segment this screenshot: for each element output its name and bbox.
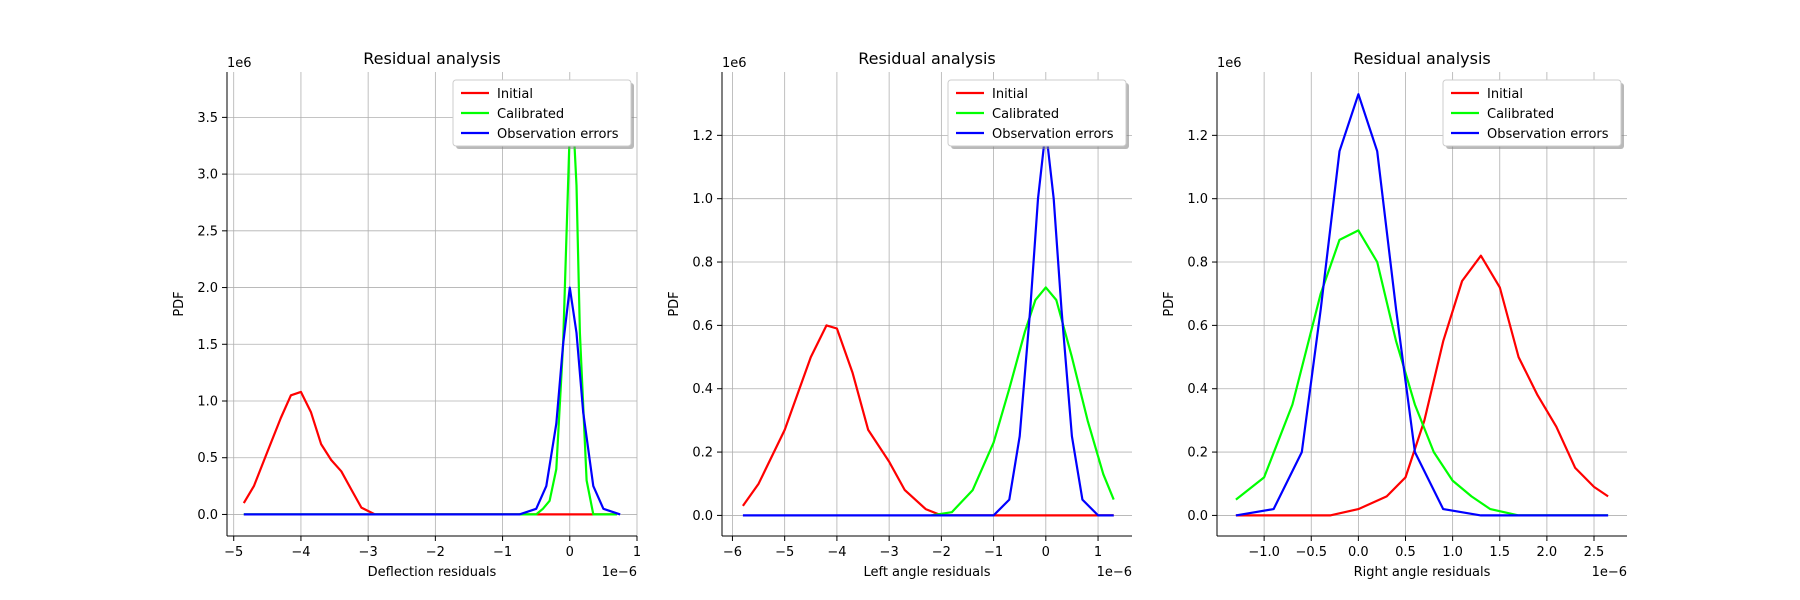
- y-tick-label: 0.8: [692, 256, 713, 271]
- x-tick-label: −3: [359, 545, 378, 560]
- y-offset-text: 1e6: [1217, 56, 1242, 71]
- legend-box: [947, 79, 1127, 147]
- series-line-calibrated: [930, 286, 1115, 517]
- y-tick-label: 2.5: [197, 224, 218, 239]
- legend-entry-label: Observation errors: [992, 127, 1114, 142]
- y-tick-label: 2.0: [197, 281, 218, 296]
- series-line-initial: [742, 324, 1114, 517]
- x-tick-label: −4: [291, 545, 310, 560]
- legend-entry-label: Initial: [992, 87, 1028, 102]
- legend-entry-label: Calibrated: [497, 107, 564, 122]
- chart-panel-3: −1.0 −0.5 0.0 0.5 1.0 1.5 2.0 2.5 0.0 0.2 0.4 0.6 0.…: [1162, 49, 1627, 580]
- x-tick-label: −6: [723, 545, 742, 560]
- chart-panel-1: −5 −4 −3 −2 −1 0 1 0.0 0.5 1.0 1.5 2.0 2.5 3.0 3.5 1e6 1…: [172, 49, 641, 580]
- series-line-calibrated: [1235, 229, 1609, 517]
- x-axis-label: Left angle residuals: [863, 565, 990, 580]
- y-tick-label: 3.5: [197, 111, 218, 126]
- y-offset-text: 1e6: [722, 56, 747, 71]
- x-tick-label: −5: [224, 545, 243, 560]
- y-tick-label: 0.6: [1187, 319, 1208, 334]
- legend-box: [1442, 79, 1622, 147]
- x-tick-label: −1: [493, 545, 512, 560]
- y-tick-label: 0.0: [692, 509, 713, 524]
- x-tick-label: 1: [1094, 545, 1102, 560]
- legend-entry-label: Calibrated: [992, 107, 1059, 122]
- y-tick-label: 3.0: [197, 168, 218, 183]
- x-tick-label: 1.5: [1489, 545, 1510, 560]
- y-tick-label: 1.2: [1187, 129, 1208, 144]
- chart-title: Residual analysis: [858, 49, 995, 68]
- y-axis-label: PDF: [1162, 291, 1177, 316]
- legend: Initial Calibrated Observation errors: [452, 79, 634, 149]
- x-tick-label: 2.0: [1537, 545, 1558, 560]
- series-line-calibrated: [243, 116, 617, 516]
- chart-panel-2: −6 −5 −4 −3 −2 −1 0 1 0.0 0.2 0.4 0.6 0.8 1.0 1.2 1e6 1e…: [667, 49, 1132, 580]
- legend-entry-label: Observation errors: [1487, 127, 1609, 142]
- y-tick-label: 1.0: [1187, 192, 1208, 207]
- y-tick-label: 0.6: [692, 319, 713, 334]
- y-tick-label: 1.2: [692, 129, 713, 144]
- x-tick-label: −2: [426, 545, 445, 560]
- x-tick-label: 0: [1042, 545, 1050, 560]
- x-tick-label: −1.0: [1248, 545, 1280, 560]
- x-tick-label: 0: [566, 545, 574, 560]
- series-line-observation-errors: [243, 286, 621, 516]
- y-tick-label: 0.0: [197, 508, 218, 523]
- series-line-observation-errors: [1235, 93, 1609, 517]
- y-offset-text: 1e6: [227, 56, 252, 71]
- x-tick-label: −2: [932, 545, 951, 560]
- y-tick-label: 0.5: [197, 451, 218, 466]
- x-tick-label: −3: [880, 545, 899, 560]
- x-tick-label: −0.5: [1295, 545, 1327, 560]
- y-tick-label: 0.4: [692, 382, 713, 397]
- legend-box: [452, 79, 632, 147]
- y-tick-label: 0.8: [1187, 256, 1208, 271]
- chart-title: Residual analysis: [363, 49, 500, 68]
- y-axis-label: PDF: [667, 291, 682, 316]
- x-axis-label: Deflection residuals: [368, 565, 497, 580]
- x-tick-label: 0.0: [1348, 545, 1369, 560]
- x-axis-label: Right angle residuals: [1354, 565, 1491, 580]
- x-tick-label: 1: [633, 545, 641, 560]
- series-line-initial: [1235, 254, 1609, 517]
- legend-entry-label: Initial: [1487, 87, 1523, 102]
- x-tick-label: 1.0: [1442, 545, 1463, 560]
- y-tick-label: 1.0: [692, 192, 713, 207]
- y-tick-label: 0.0: [1187, 509, 1208, 524]
- y-tick-label: 0.2: [692, 446, 713, 461]
- chart-title: Residual analysis: [1353, 49, 1490, 68]
- x-tick-label: −1: [984, 545, 1003, 560]
- x-offset-text: 1e−6: [1592, 565, 1627, 580]
- legend: Initial Calibrated Observation errors: [947, 79, 1129, 149]
- x-tick-label: −4: [827, 545, 846, 560]
- legend-entry-label: Observation errors: [497, 127, 619, 142]
- x-tick-label: 2.5: [1584, 545, 1605, 560]
- y-tick-label: 0.4: [1187, 382, 1208, 397]
- legend: Initial Calibrated Observation errors: [1442, 79, 1624, 149]
- x-offset-text: 1e−6: [602, 565, 637, 580]
- series-line-initial: [242, 390, 617, 516]
- x-tick-label: −5: [775, 545, 794, 560]
- series-line-observation-errors: [742, 127, 1114, 517]
- y-tick-label: 1.5: [197, 338, 218, 353]
- y-tick-label: 0.2: [1187, 446, 1208, 461]
- y-axis-label: PDF: [172, 291, 187, 316]
- y-tick-label: 1.0: [197, 394, 218, 409]
- x-offset-text: 1e−6: [1097, 565, 1132, 580]
- legend-entry-label: Calibrated: [1487, 107, 1554, 122]
- x-tick-label: 0.5: [1395, 545, 1416, 560]
- legend-entry-label: Initial: [497, 87, 533, 102]
